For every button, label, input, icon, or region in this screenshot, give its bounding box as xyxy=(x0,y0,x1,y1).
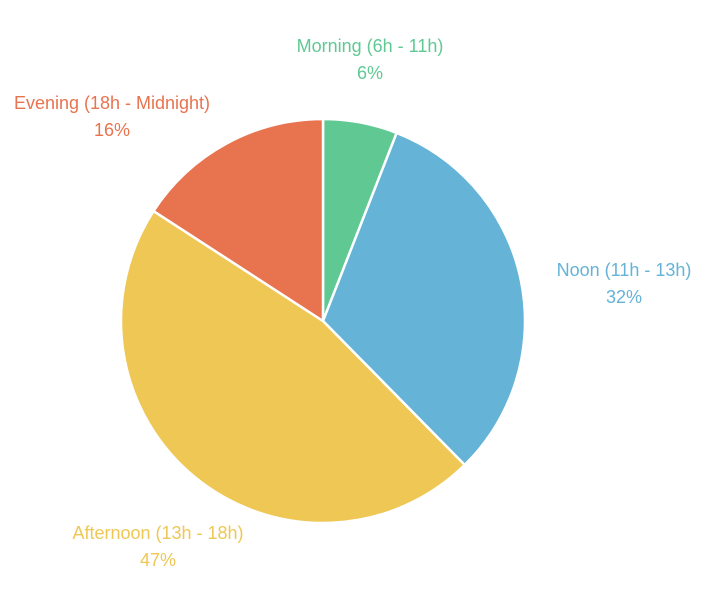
pie-slice-evening[interactable] xyxy=(152,117,325,323)
pie-slice-afternoon[interactable] xyxy=(119,209,466,525)
pie-slice-noon[interactable] xyxy=(321,131,527,467)
slice-label-afternoon: Afternoon (13h - 18h) 47% xyxy=(72,520,243,574)
slice-label-evening: Evening (18h - Midnight) 16% xyxy=(14,90,210,144)
slice-label-text: Evening (18h - Midnight) xyxy=(13,93,211,113)
slice-label-morning: Morning (6h - 11h) 6% xyxy=(297,33,444,87)
slice-label-text: Morning (6h - 11h) xyxy=(296,36,444,56)
slice-label-noon: Noon (11h - 13h) 32% xyxy=(557,257,692,311)
slice-label-text: Noon (11h - 13h) xyxy=(556,260,692,280)
slice-percent-text: 16% xyxy=(93,120,131,140)
slice-percent-text: 32% xyxy=(605,287,643,307)
slice-percent-text: 47% xyxy=(139,550,177,570)
slice-label-text: Afternoon (13h - 18h) xyxy=(72,523,244,543)
slice-percent-text: 6% xyxy=(356,63,384,83)
